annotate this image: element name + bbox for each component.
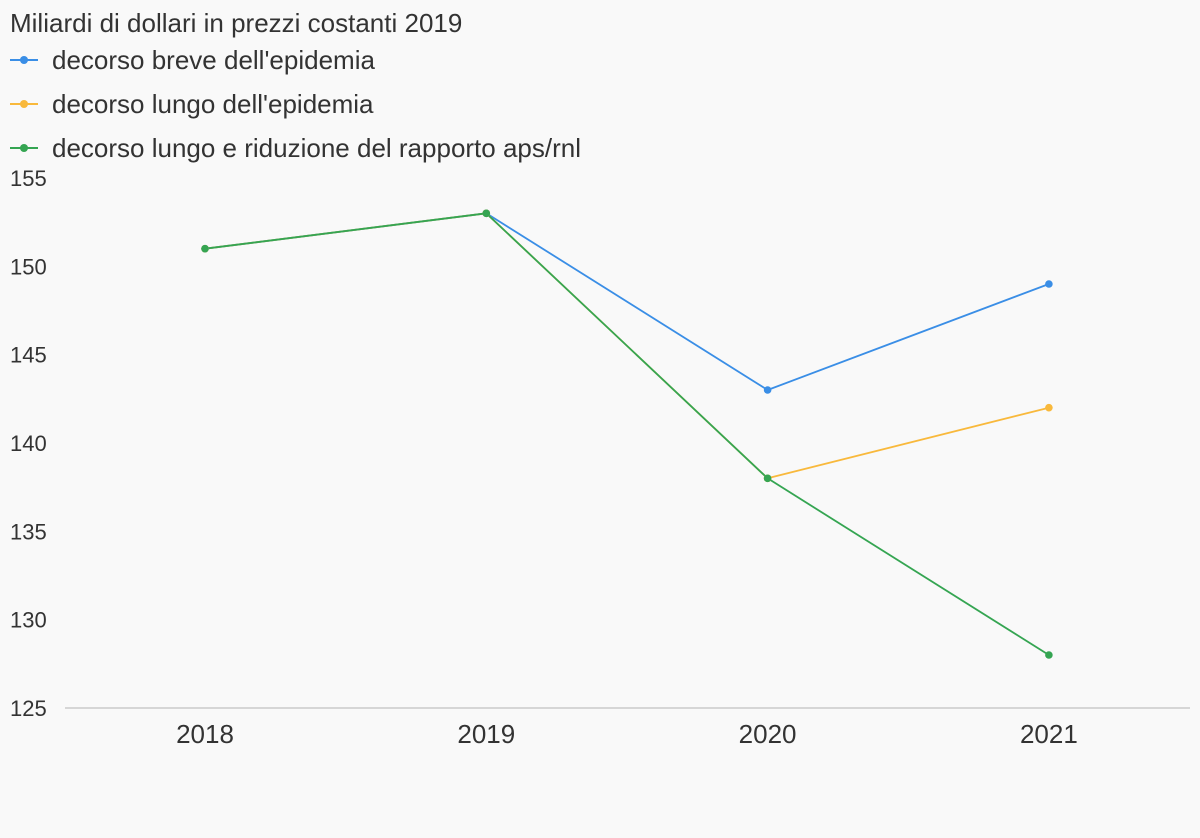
data-point-series-2 xyxy=(763,474,772,483)
data-point-series-0 xyxy=(1045,280,1053,288)
x-tick-label: 2019 xyxy=(457,719,515,749)
y-tick-label: 130 xyxy=(10,608,47,633)
legend-label-long-course-reduction: decorso lungo e riduzione del rapporto a… xyxy=(52,133,582,163)
chart-title: Miliardi di dollari in prezzi costanti 2… xyxy=(10,8,463,38)
y-tick-label: 135 xyxy=(10,519,47,544)
legend-swatch-short-course xyxy=(10,54,38,66)
x-tick-label: 2021 xyxy=(1020,719,1078,749)
y-tick-label: 140 xyxy=(10,431,47,456)
y-tick-label: 145 xyxy=(10,343,47,368)
series-line-0 xyxy=(204,212,1050,391)
x-tick-label: 2020 xyxy=(739,719,797,749)
legend-item-short-course[interactable]: decorso breve dell'epidemia xyxy=(10,38,581,82)
data-point-series-2 xyxy=(1045,651,1053,659)
data-point-series-2 xyxy=(201,244,209,253)
y-tick-label: 150 xyxy=(10,254,47,279)
legend-label-long-course: decorso lungo dell'epidemia xyxy=(52,89,374,119)
data-point-series-0 xyxy=(763,386,772,394)
series-line-2 xyxy=(204,212,1050,656)
legend-item-long-course-reduction[interactable]: decorso lungo e riduzione del rapporto a… xyxy=(10,126,581,170)
data-point-series-2 xyxy=(482,209,491,218)
y-tick-label: 155 xyxy=(10,166,47,191)
data-point-series-1 xyxy=(1045,403,1053,412)
x-tick-label: 2018 xyxy=(176,719,234,749)
legend-swatch-long-course-reduction xyxy=(10,142,38,154)
legend-swatch-long-course xyxy=(10,98,38,110)
legend-label-short-course: decorso breve dell'epidemia xyxy=(52,45,375,75)
legend: decorso breve dell'epidemia decorso lung… xyxy=(10,38,581,170)
y-tick-label: 125 xyxy=(10,696,47,721)
legend-item-long-course[interactable]: decorso lungo dell'epidemia xyxy=(10,82,581,126)
